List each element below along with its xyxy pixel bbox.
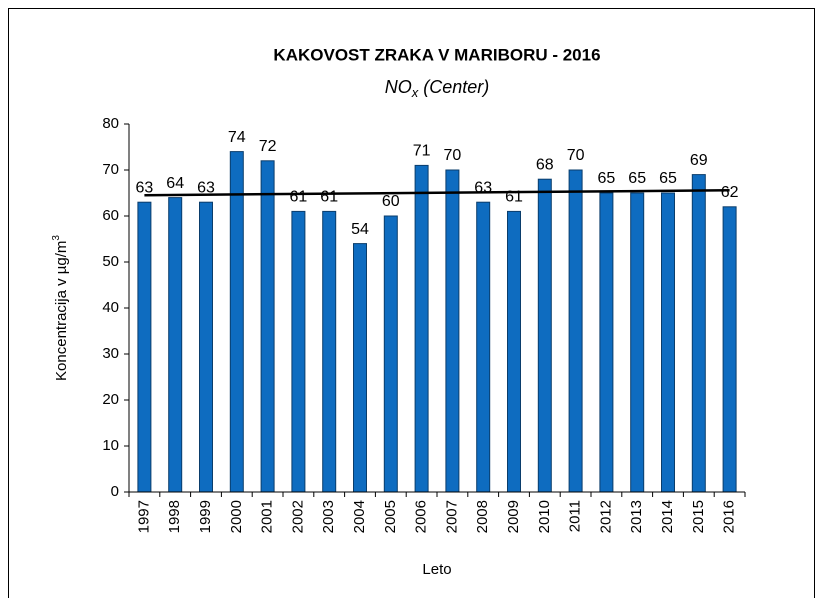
subtitle-subscript: x [411, 85, 419, 100]
bar [168, 197, 183, 493]
y-tick-label: 10 [102, 437, 119, 454]
y-tick-label: 30 [102, 345, 119, 362]
value-label: 65 [628, 170, 646, 187]
value-label: 63 [474, 179, 492, 196]
bar [291, 210, 306, 493]
x-tick-label: 2016 [721, 500, 738, 533]
bar [445, 169, 460, 493]
bar [722, 206, 737, 493]
value-label: 70 [567, 147, 585, 164]
bar [661, 192, 675, 493]
x-tick-label: 2015 [690, 500, 707, 533]
value-label: 63 [197, 179, 215, 196]
subtitle-part: NO [385, 77, 412, 97]
y-label-text: Koncentracija v µg/m [53, 241, 70, 381]
x-tick-label: 1998 [166, 500, 183, 533]
bar [476, 201, 491, 493]
value-label: 65 [598, 170, 616, 187]
x-tick-label: 2010 [536, 500, 553, 533]
x-tick-label: 2012 [597, 500, 614, 533]
value-label: 74 [228, 129, 246, 146]
value-label: 62 [721, 184, 739, 201]
y-tick-label: 20 [102, 391, 119, 408]
x-tick-label: 2002 [289, 500, 306, 533]
x-tick-label: 2005 [382, 500, 399, 533]
bar [507, 210, 521, 493]
y-tick-label: 60 [102, 207, 119, 224]
value-label: 72 [259, 138, 277, 155]
bar [137, 201, 152, 493]
y-tick-label: 40 [102, 299, 119, 316]
x-tick-label: 2014 [659, 500, 676, 533]
value-label: 69 [690, 152, 708, 169]
trend-line [144, 189, 730, 197]
x-axis-label: Leto [422, 561, 451, 578]
y-axis-label: Koncentracija v µg/m3 [51, 235, 70, 381]
bar [599, 192, 614, 493]
bar [383, 215, 398, 493]
x-tick-label: 2004 [351, 500, 368, 533]
y-tick-label: 0 [111, 483, 119, 500]
value-label: 63 [136, 179, 154, 196]
y-tick-label: 70 [102, 161, 119, 178]
subtitle-part: (Center) [418, 77, 489, 97]
chart-title: KAKOVOST ZRAKA V MARIBORU - 2016 [273, 45, 600, 64]
value-label: 61 [320, 189, 338, 206]
value-label: 60 [382, 193, 400, 210]
x-tick-label: 1997 [135, 500, 152, 533]
bar [322, 210, 337, 493]
bar [353, 243, 367, 493]
value-label: 71 [413, 143, 431, 160]
value-label: 61 [290, 189, 308, 206]
x-tick-label: 2006 [413, 500, 430, 533]
bar [537, 178, 552, 493]
x-tick-label: 2001 [259, 500, 276, 533]
x-tick-label: 2011 [567, 500, 584, 532]
x-tick-label: 1999 [197, 500, 214, 533]
value-label: 54 [351, 221, 369, 238]
bar [691, 174, 706, 493]
bar [568, 169, 583, 493]
y-label-superscript: 3 [51, 235, 62, 241]
bar [630, 192, 645, 493]
value-label: 70 [444, 147, 462, 164]
chart-subtitle: NOx (Center) [385, 77, 490, 101]
x-tick-label: 2008 [474, 500, 491, 533]
x-tick-label: 2007 [443, 500, 460, 533]
bar [199, 201, 213, 493]
y-tick-label: 80 [102, 115, 119, 132]
x-tick-label: 2009 [505, 500, 522, 533]
y-tick-label: 50 [102, 253, 119, 270]
x-tick-label: 2000 [228, 500, 245, 533]
value-label: 64 [166, 175, 184, 192]
bar [414, 164, 429, 493]
bar [260, 160, 275, 493]
value-label: 65 [659, 170, 677, 187]
x-tick-label: 2003 [320, 500, 337, 533]
bar [229, 151, 244, 493]
value-label: 68 [536, 156, 554, 173]
x-tick-label: 2013 [628, 500, 645, 533]
